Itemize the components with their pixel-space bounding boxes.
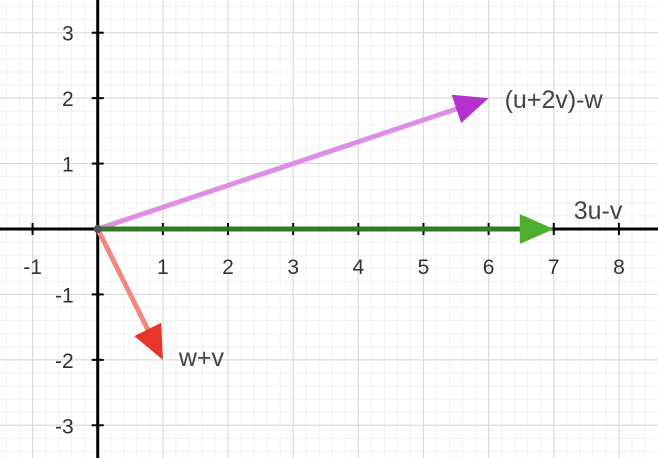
y-tick-label: -3 (55, 415, 74, 438)
vector: w+v (95, 226, 225, 372)
x-tick-label: 6 (483, 256, 495, 279)
vector-arrowhead (519, 214, 554, 244)
vector-shaft (95, 226, 152, 335)
x-tick-label: 4 (352, 256, 364, 279)
y-tick-label: 1 (62, 154, 74, 177)
x-tick-label: 8 (613, 256, 625, 279)
x-tick-label: 3 (287, 256, 299, 279)
x-tick-label: 1 (157, 256, 169, 279)
vectors: (u+2v)-w 3u-v w+v (93, 86, 623, 372)
tick-labels: -1 1 2 3 4 5 6 7 8 3 2 1 -1 -2 -3 (23, 23, 625, 439)
vector-shaft (95, 105, 462, 232)
y-tick-label: -2 (55, 350, 74, 373)
y-tick-label: -1 (55, 284, 74, 307)
y-tick-label: 2 (62, 88, 74, 111)
vector-label: (u+2v)-w (505, 86, 604, 114)
vector-label: 3u-v (574, 197, 623, 225)
vector-label: w+v (178, 344, 225, 372)
vector: (u+2v)-w (95, 86, 604, 232)
vector: 3u-v (95, 197, 623, 244)
vector-arrowhead (134, 322, 163, 360)
x-tick-label: 2 (222, 256, 234, 279)
x-tick-label: 7 (548, 256, 560, 279)
vector-arrowhead (451, 94, 489, 124)
x-tick-label: 5 (418, 256, 430, 279)
x-tick-label: -1 (23, 256, 42, 279)
y-tick-label: 3 (62, 23, 74, 46)
origin-point (93, 225, 102, 233)
